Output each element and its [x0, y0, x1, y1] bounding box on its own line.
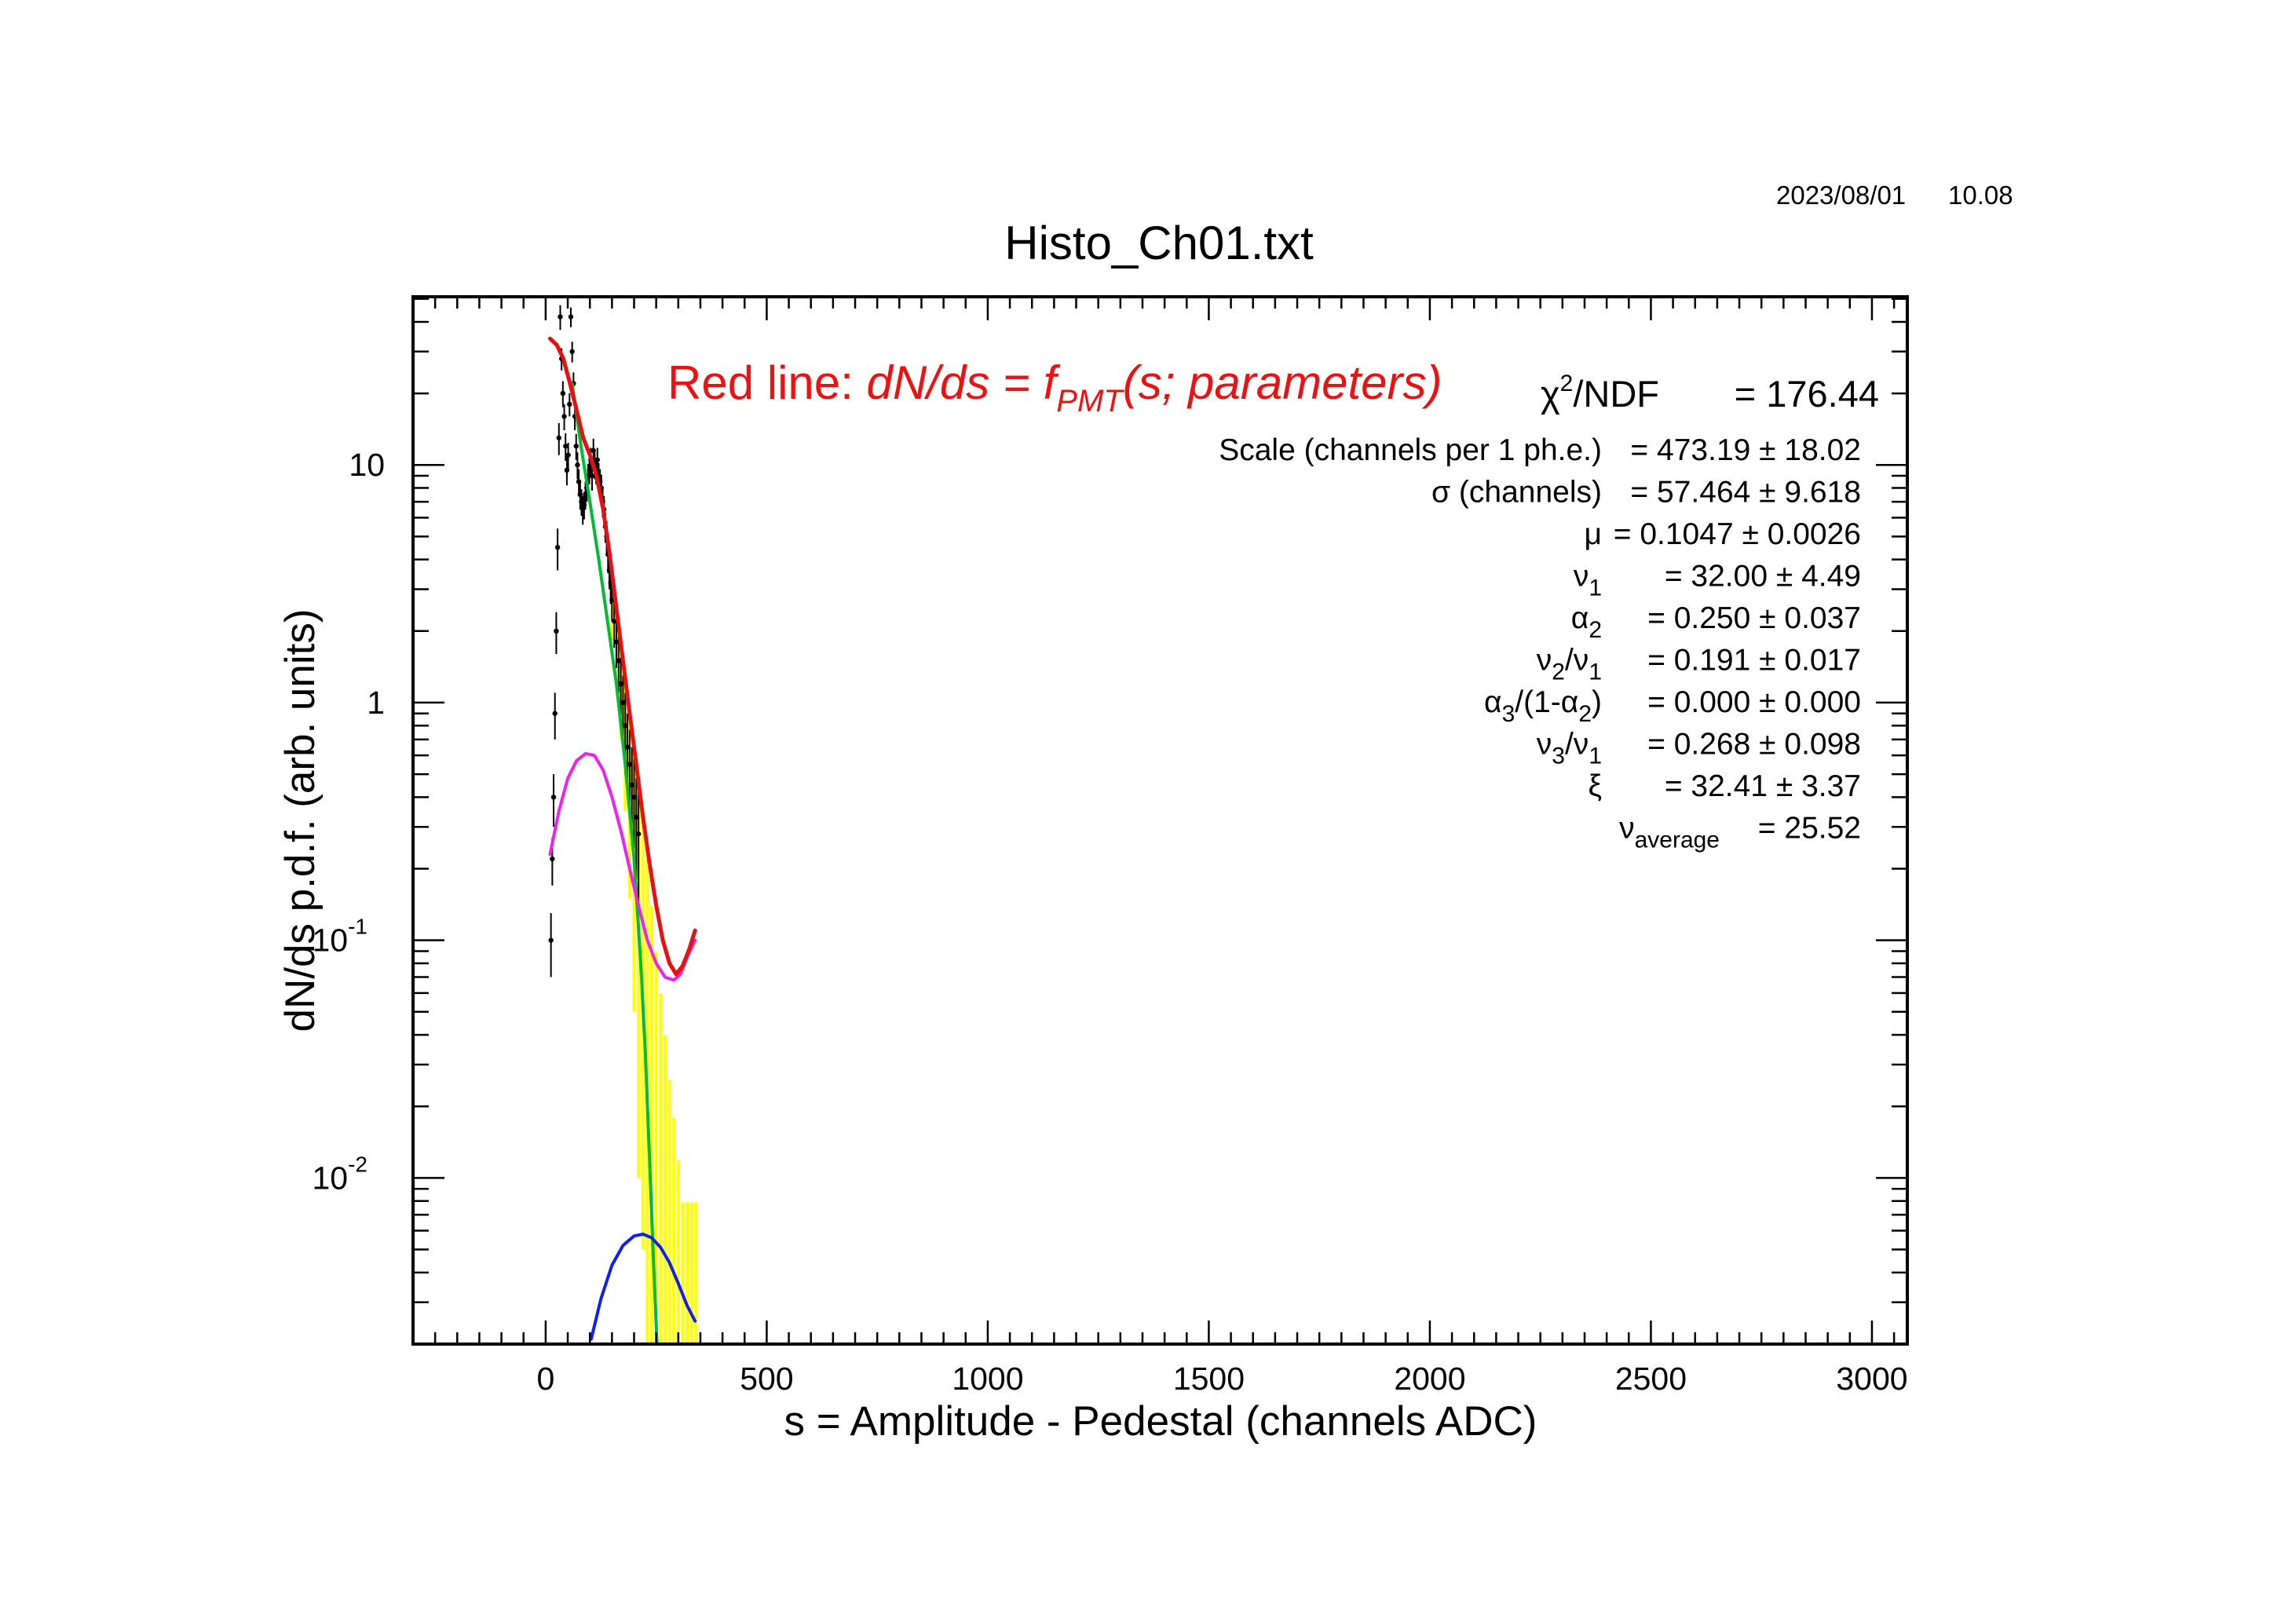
data-point — [611, 600, 617, 648]
x-tick-label: 500 — [740, 1361, 793, 1397]
data-point — [575, 452, 580, 480]
fit-param-value: = 0.191 ± 0.017 — [1647, 644, 1861, 678]
red-line-annotation: Red line: dN/ds = fPMT(s; parameters) — [667, 356, 1442, 418]
x-tick-label: 2500 — [1615, 1361, 1687, 1397]
plot-area — [548, 305, 698, 1344]
y-tick-labels: 10 1 10-1 10-2 — [312, 447, 385, 1196]
axis-ticks — [413, 297, 1907, 1346]
chi2-label: χ2/NDF — [1541, 371, 1659, 415]
fit-param-label: α2 — [1571, 601, 1602, 643]
fit-line-total-fit — [548, 336, 697, 977]
fit-param-value: = 32.41 ± 3.37 — [1665, 769, 1861, 803]
chi2-superscript: 2 — [1560, 371, 1574, 396]
chi2-symbol: χ — [1541, 373, 1560, 415]
fit-line-component-2 — [548, 751, 697, 982]
data-point — [550, 774, 557, 827]
fit-param-label: νaverage — [1619, 812, 1720, 853]
fit-param-value: = 0.000 ± 0.000 — [1647, 685, 1861, 719]
data-point — [568, 307, 574, 327]
fit-param-value: = 25.52 — [1758, 812, 1861, 846]
fit-param-value: = 473.19 ± 18.02 — [1630, 433, 1861, 467]
fit-line-component-1 — [570, 382, 659, 1344]
data-point — [609, 583, 615, 622]
data-point — [594, 448, 600, 474]
timestamp-date: 2023/08/01 — [1776, 181, 1906, 210]
fit-param-value: = 32.00 ± 4.49 — [1665, 560, 1861, 594]
plot-frame — [411, 295, 1909, 1346]
annotation-subscript: PMT — [1056, 384, 1124, 418]
annotation-tail: (s; parameters) — [1123, 356, 1442, 409]
data-point — [618, 657, 623, 720]
data-point — [554, 612, 559, 655]
x-tick-labels: 0 500 1000 1500 2000 2500 3000 — [536, 1361, 1907, 1397]
fit-param-label: ν1 — [1574, 560, 1602, 601]
data-point — [556, 422, 561, 455]
chi2-ndf: /NDF — [1573, 373, 1659, 415]
data-point — [635, 791, 642, 906]
y-tick-label: 10-1 — [312, 915, 367, 959]
data-point — [563, 433, 569, 462]
fit-param-value: = 57.464 ± 9.618 — [1630, 476, 1861, 510]
data-point — [565, 442, 571, 469]
fit-param-label: ξ — [1589, 769, 1602, 803]
x-tick-label: 1500 — [1173, 1361, 1245, 1397]
data-point — [552, 692, 558, 740]
fit-param-value: = 0.250 ± 0.037 — [1647, 601, 1861, 635]
timestamp-time: 10.08 — [1948, 181, 2013, 210]
annotation-formula: dN/ds = f — [866, 356, 1060, 409]
fit-param-value: = 0.268 ± 0.098 — [1647, 728, 1861, 762]
data-point — [590, 438, 596, 464]
fit-param-label: Scale (channels per 1 ph.e.) — [1219, 433, 1602, 467]
y-tick-label: 10-2 — [312, 1152, 367, 1196]
data-point — [558, 305, 563, 331]
y-tick-label: 1 — [367, 685, 385, 721]
data-point — [567, 393, 572, 417]
y-tick-label: 10 — [349, 447, 385, 483]
x-tick-label: 3000 — [1836, 1361, 1907, 1397]
data-point — [634, 778, 639, 880]
fit-param-value: = 0.1047 ± 0.0026 — [1614, 517, 1861, 551]
chart-title: Histo_Ch01.txt — [1004, 217, 1314, 269]
fit-param-label: ν3/ν1 — [1537, 728, 1602, 769]
fit-param-label: μ — [1585, 517, 1602, 551]
data-point — [620, 675, 626, 740]
data-point — [561, 404, 567, 430]
data-point — [573, 433, 579, 460]
fit-line-component-3 — [589, 1233, 697, 1341]
data-point — [569, 342, 575, 363]
fit-param-label: σ (channels) — [1431, 476, 1602, 510]
chi2-value: = 176.44 — [1735, 373, 1879, 415]
x-tick-label: 0 — [536, 1361, 554, 1397]
fit-param-label: α3/(1-α2) — [1484, 685, 1602, 727]
data-point — [560, 381, 566, 407]
x-axis-label: s = Amplitude - Pedestal (channels ADC) — [784, 1398, 1537, 1445]
fit-parameters: Scale (channels per 1 ph.e.) = 473.19 ± 1… — [1219, 433, 1861, 853]
fit-param-label: ν2/ν1 — [1537, 644, 1602, 685]
x-tick-label: 2000 — [1394, 1361, 1465, 1397]
data-point — [554, 528, 561, 571]
annotation-prefix: Red line: — [667, 356, 866, 409]
y-axis-label: dN/ds p.d.f. (arb. units) — [277, 608, 324, 1032]
x-tick-label: 1000 — [952, 1361, 1023, 1397]
data-point — [548, 913, 554, 977]
